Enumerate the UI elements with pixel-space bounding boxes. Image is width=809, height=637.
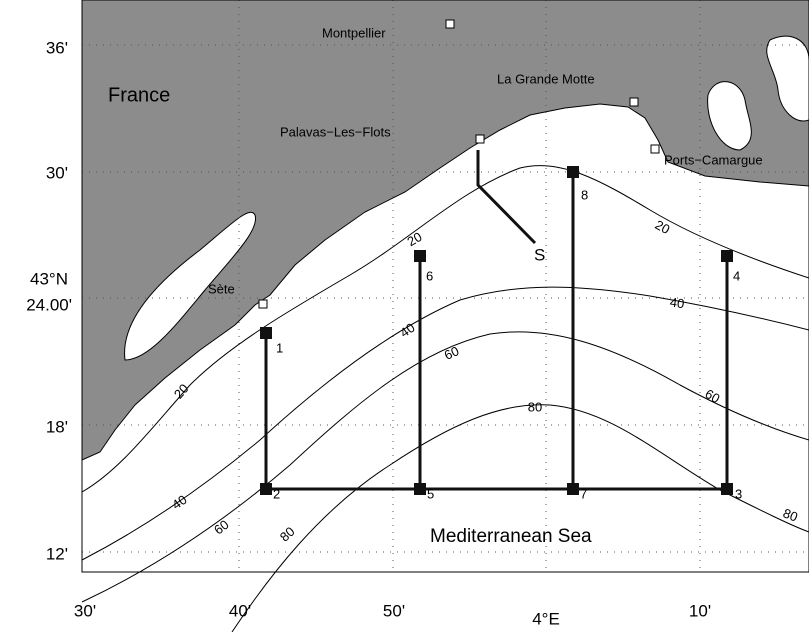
transect-line — [476, 150, 537, 245]
place-label: La Grande Motte — [497, 71, 595, 86]
town-marker — [475, 134, 485, 144]
y-tick-label: 30' — [46, 163, 68, 182]
station-label: 1 — [276, 340, 283, 355]
station-label: 6 — [426, 268, 433, 283]
station-marker — [260, 483, 272, 495]
station-label: 7 — [580, 486, 587, 501]
transect-label: S — [534, 245, 545, 264]
lagoon — [124, 212, 256, 361]
place-label: Sète — [208, 281, 235, 296]
place-label: Montpellier — [322, 25, 386, 40]
contour-label: 80 — [528, 399, 542, 414]
station-marker — [414, 250, 426, 262]
station-label: 5 — [427, 486, 434, 501]
contour-label: 60 — [442, 343, 461, 363]
contour — [81, 331, 809, 603]
region-label: Mediterranean Sea — [430, 526, 592, 547]
town-markers — [258, 19, 660, 309]
y-tick-label: 36' — [46, 38, 68, 57]
station-label: 8 — [581, 187, 588, 202]
lagoon — [766, 35, 809, 122]
place-label: Palavas−Les−Flots — [280, 124, 391, 139]
y-tick-label: 12' — [46, 544, 68, 563]
town-marker — [629, 97, 639, 107]
contour — [81, 165, 809, 493]
station-label: 2 — [273, 486, 280, 501]
x-tick-label: 10' — [689, 601, 711, 620]
y-tick-label: 18' — [46, 417, 68, 436]
contour-label: 20 — [404, 229, 424, 249]
contour-label: 40 — [397, 320, 417, 341]
station-marker — [414, 483, 426, 495]
x-tick-label: 4°E — [532, 609, 560, 628]
town-marker — [445, 19, 455, 29]
lagoon — [707, 81, 752, 151]
region-label: France — [108, 84, 170, 106]
contour — [81, 286, 809, 561]
labels: 30' 40' 50' 4°E 10' 36' 30' 43°N 24.00' … — [26, 25, 800, 628]
y-tick-label: 43°N — [30, 269, 68, 288]
x-tick-label: 30' — [74, 601, 96, 620]
frame — [81, 0, 809, 573]
x-tick-label: 50' — [383, 601, 405, 620]
station-markers — [260, 166, 733, 495]
station-marker — [567, 483, 579, 495]
contour-label: 40 — [169, 492, 189, 513]
town-marker — [258, 299, 268, 309]
station-marker — [567, 166, 579, 178]
contour-label: 40 — [669, 295, 685, 312]
station-marker — [260, 327, 272, 339]
station-marker — [721, 250, 733, 262]
x-tick-label: 40' — [229, 601, 251, 620]
contour-label: 80 — [781, 505, 800, 524]
station-marker — [721, 483, 733, 495]
station-label: 4 — [733, 268, 740, 283]
contour-label: 20 — [653, 217, 673, 237]
place-label: Ports−Camargue — [664, 152, 763, 167]
contour-label: 60 — [703, 386, 723, 406]
land — [81, 0, 809, 461]
town-marker — [650, 144, 660, 154]
grid — [82, 0, 809, 572]
station-label: 3 — [735, 486, 742, 501]
y-tick-label: 24.00' — [26, 295, 72, 314]
